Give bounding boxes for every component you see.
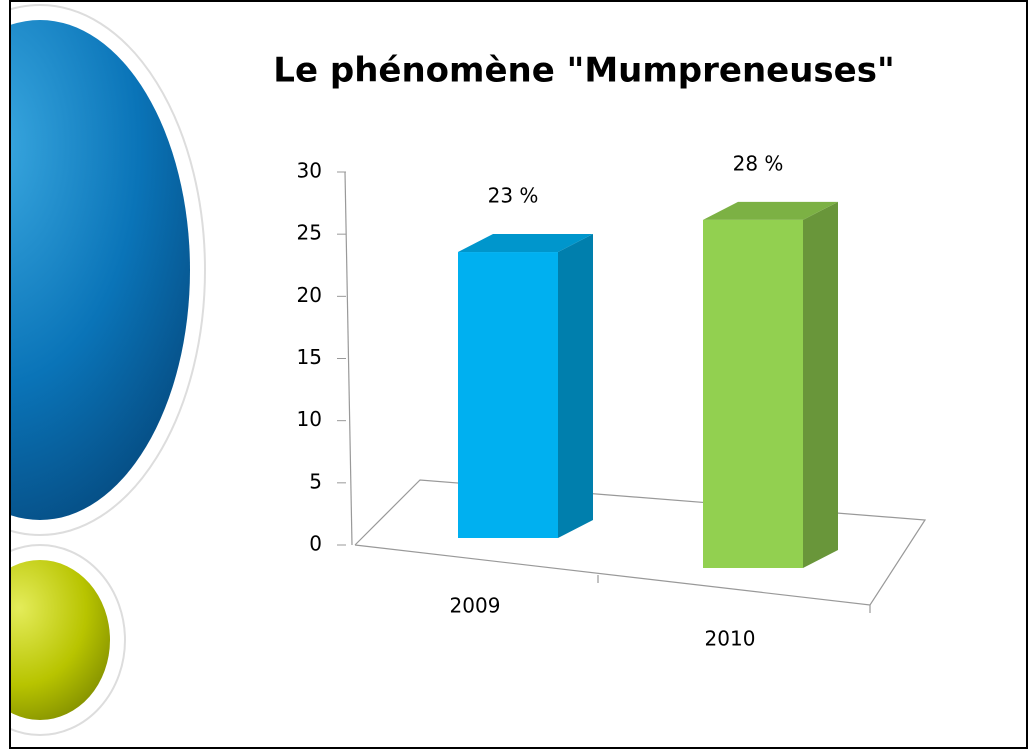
x-tick-label: 2010 xyxy=(705,627,756,651)
data-label: 28 % xyxy=(733,151,784,175)
x-tick-label: 2009 xyxy=(450,594,501,618)
bar xyxy=(703,220,803,568)
bar-side xyxy=(558,234,593,538)
y-tick-label: 10 xyxy=(297,407,322,431)
bar-side xyxy=(803,202,838,568)
y-tick-label: 20 xyxy=(297,283,322,307)
y-tick-label: 30 xyxy=(297,159,322,183)
y-tick-label: 5 xyxy=(309,469,322,493)
y-tick-label: 0 xyxy=(309,532,322,556)
y-tick-label: 25 xyxy=(297,221,322,245)
bar xyxy=(458,252,558,538)
data-label: 23 % xyxy=(488,184,539,208)
slide: Le phénomène "Mumpreneuses" 0 5 10 15 20 25 30… xyxy=(0,0,1028,749)
y-tick-label: 15 xyxy=(297,345,322,369)
chart-title: Le phénomène "Mumpreneuses" xyxy=(273,51,894,91)
